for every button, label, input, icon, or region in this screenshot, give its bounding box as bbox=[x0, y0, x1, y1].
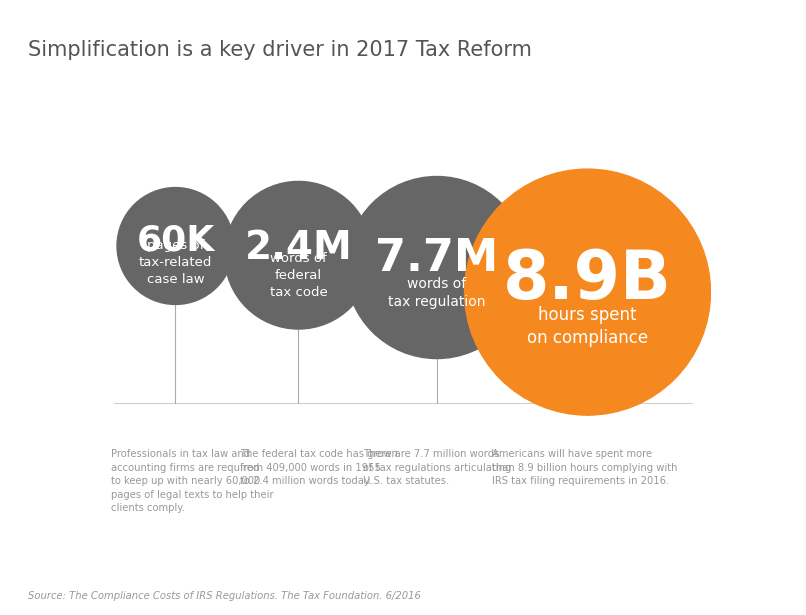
Text: 2.4M: 2.4M bbox=[244, 229, 352, 267]
Text: 60K: 60K bbox=[136, 223, 214, 257]
Circle shape bbox=[225, 181, 372, 329]
Text: pages of
tax-related
case law: pages of tax-related case law bbox=[139, 239, 212, 286]
Text: 7.7M: 7.7M bbox=[376, 237, 498, 280]
Circle shape bbox=[464, 169, 711, 415]
Text: hours spent
on compliance: hours spent on compliance bbox=[527, 306, 648, 347]
Circle shape bbox=[117, 188, 234, 304]
Text: Professionals in tax law and
accounting firms are required
to keep up with nearl: Professionals in tax law and accounting … bbox=[111, 449, 273, 514]
Text: Americans will have spent more
than 8.9 billion hours complying with
IRS tax fil: Americans will have spent more than 8.9 … bbox=[492, 449, 678, 486]
Text: Simplification is a key driver in 2017 Tax Reform: Simplification is a key driver in 2017 T… bbox=[28, 40, 532, 60]
Text: words of
federal
tax code: words of federal tax code bbox=[269, 252, 327, 300]
Text: words of
tax regulation: words of tax regulation bbox=[388, 277, 485, 309]
Text: The federal tax code has grown
from 409,000 words in 1955
to 2.4 million words t: The federal tax code has grown from 409,… bbox=[240, 449, 398, 486]
Text: Source: The Compliance Costs of IRS Regulations. The Tax Foundation. 6/2016: Source: The Compliance Costs of IRS Regu… bbox=[28, 592, 421, 601]
Text: 8.9B: 8.9B bbox=[503, 247, 672, 313]
Text: There are 7.7 million words
of tax regulations articulating
U.S. tax statutes.: There are 7.7 million words of tax regul… bbox=[363, 449, 511, 486]
Circle shape bbox=[346, 177, 528, 359]
